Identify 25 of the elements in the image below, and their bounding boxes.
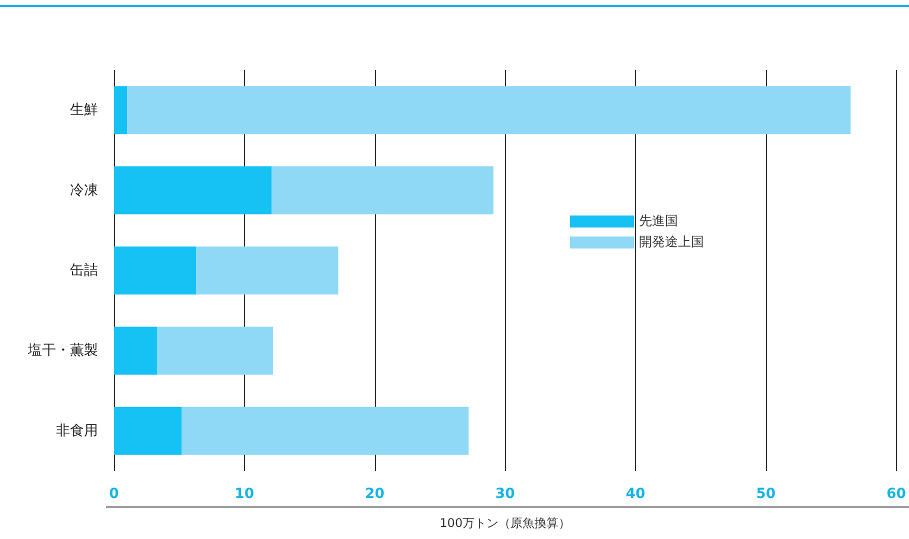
x-tick-label: 0 xyxy=(109,486,120,502)
x-tick-label: 60 xyxy=(886,486,906,502)
bar xyxy=(114,326,158,375)
x-tick-label: 10 xyxy=(234,486,254,502)
x-tick-label: 40 xyxy=(626,486,646,502)
x-tick-label: 30 xyxy=(495,486,516,502)
x-tick-label: 50 xyxy=(756,486,776,502)
bar xyxy=(114,246,196,294)
bar xyxy=(182,406,469,455)
bar xyxy=(157,326,274,375)
x-axis-title: 100万トン（原魚換算） xyxy=(440,516,571,530)
bar xyxy=(127,86,851,134)
y-tick-label: 非食用 xyxy=(56,422,98,439)
bar xyxy=(272,166,494,214)
x-tick-label: 20 xyxy=(365,486,385,502)
y-tick-label: 塩干・薫製 xyxy=(27,342,98,359)
bar xyxy=(114,86,128,134)
y-tick-label: 冷凍 xyxy=(70,182,98,198)
y-tick-label: 生鮮 xyxy=(70,102,98,118)
legend-label: 先進国 xyxy=(639,214,678,229)
legend-label: 開発途上国 xyxy=(639,235,704,250)
y-tick-label: 缶詰 xyxy=(70,262,98,278)
bar xyxy=(196,246,338,294)
bar xyxy=(114,166,272,214)
bar xyxy=(114,406,182,455)
